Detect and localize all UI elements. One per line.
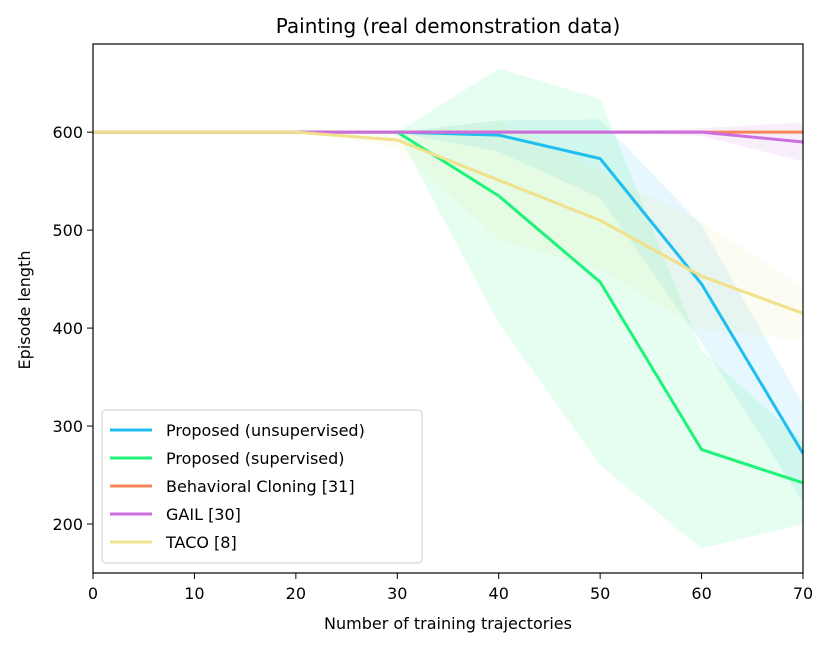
legend-label-taco-8: TACO [8] bbox=[165, 533, 237, 552]
band-taco-8 bbox=[93, 120, 803, 340]
legend-box bbox=[101, 409, 423, 564]
legend-label-gail-30: GAIL [30] bbox=[166, 505, 241, 524]
y-axis-ticks: 200 300 400 500 600 bbox=[52, 123, 93, 534]
series-lines bbox=[93, 130, 803, 485]
legend-label-behavioral-cloning-31: Behavioral Cloning [31] bbox=[166, 477, 355, 496]
x-tick-label: 0 bbox=[88, 584, 98, 603]
x-tick-label: 50 bbox=[590, 584, 610, 603]
x-tick-label: 30 bbox=[387, 584, 407, 603]
y-tick-label: 600 bbox=[52, 123, 83, 142]
x-tick-label: 20 bbox=[286, 584, 306, 603]
y-tick-label: 400 bbox=[52, 319, 83, 338]
x-axis-label: Number of training trajectories bbox=[324, 614, 572, 633]
x-tick-label: 70 bbox=[793, 584, 813, 603]
band-proposed-unsupervised bbox=[93, 119, 803, 503]
plot-frame bbox=[92, 43, 804, 574]
chart-title: Painting (real demonstration data) bbox=[276, 14, 621, 38]
x-axis-ticks: 0 10 20 30 40 50 60 70 bbox=[88, 573, 813, 603]
x-tick-label: 10 bbox=[184, 584, 204, 603]
x-tick-label: 60 bbox=[691, 584, 711, 603]
x-tick-label: 40 bbox=[489, 584, 509, 603]
y-axis-label: Episode length bbox=[15, 251, 34, 370]
y-tick-label: 200 bbox=[52, 515, 83, 534]
legend-label-proposed-supervised: Proposed (supervised) bbox=[166, 449, 345, 468]
y-tick-label: 500 bbox=[52, 221, 83, 240]
series-line-taco-8 bbox=[93, 130, 803, 315]
legend: Proposed (unsupervised) Proposed (supervi… bbox=[101, 409, 423, 564]
y-tick-label: 300 bbox=[52, 417, 83, 436]
legend-label-proposed-unsupervised: Proposed (unsupervised) bbox=[166, 421, 365, 440]
